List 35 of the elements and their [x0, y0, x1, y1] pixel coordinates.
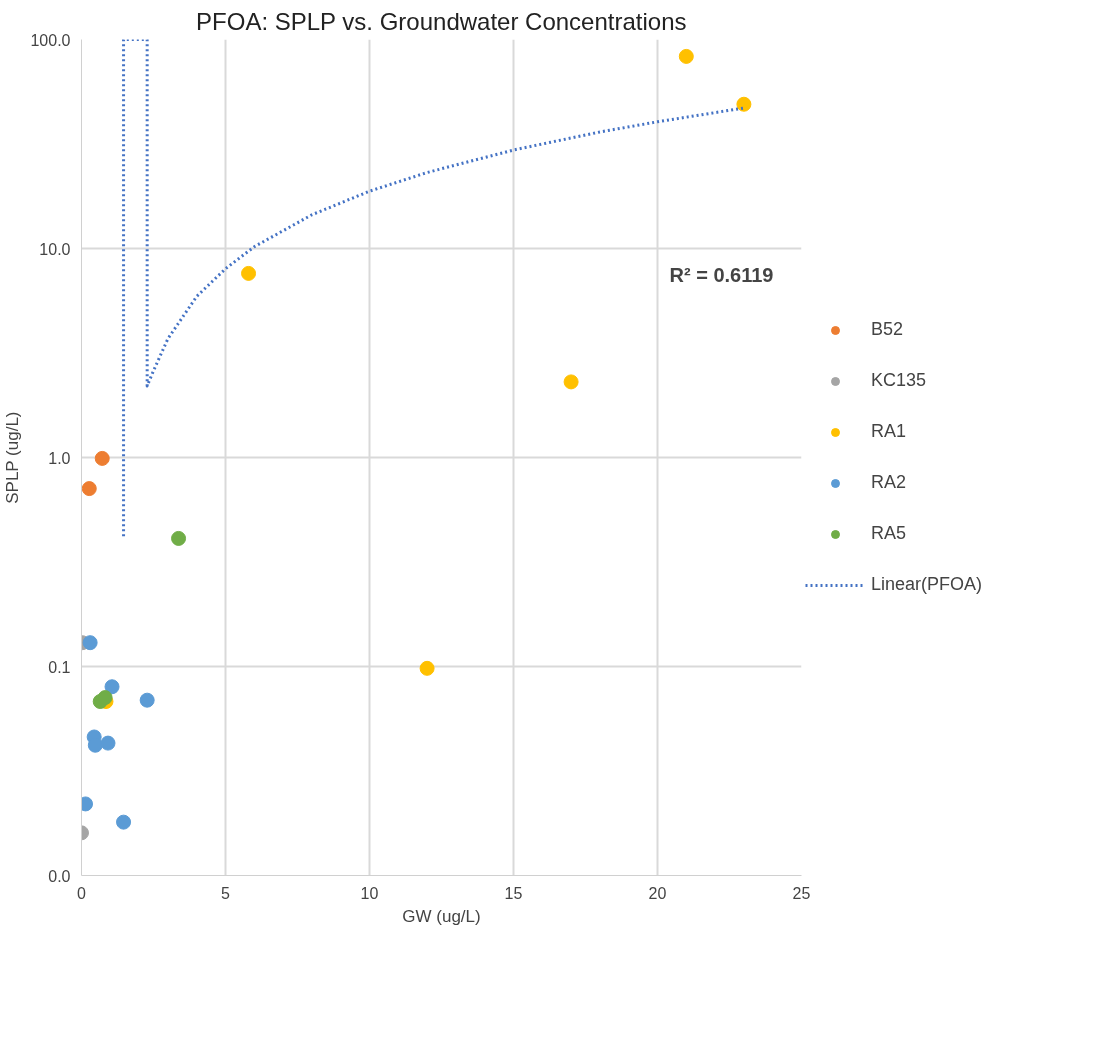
point [563, 374, 579, 390]
y-tick-label: 1.0 [48, 449, 71, 467]
point [241, 265, 257, 281]
y-tick-label: 0.0 [48, 867, 71, 885]
y-tick-label: 100.0 [30, 31, 71, 49]
point [139, 692, 155, 708]
point [82, 635, 98, 651]
annotation: R² = 0.6119 [669, 263, 774, 286]
point [100, 735, 116, 751]
legend-label: RA2 [871, 472, 907, 493]
x-tick-label: 20 [648, 884, 667, 902]
point [736, 96, 752, 112]
x-tick-label: 15 [504, 884, 523, 902]
legend-label: RA5 [871, 523, 907, 544]
x-tick-label: 0 [77, 884, 87, 902]
point [419, 660, 435, 676]
x-tick-label: 5 [221, 884, 231, 902]
x-tick-label: 25 [792, 884, 811, 902]
x-tick-label: 10 [360, 884, 379, 902]
legend-label: Linear(PFOA) [871, 574, 983, 595]
y-tick-label: 0.1 [48, 658, 71, 676]
chart-title: PFOA: SPLP vs. Groundwater Concentrations [196, 7, 687, 35]
point [171, 530, 187, 546]
point [97, 690, 113, 706]
legend-label: RA1 [871, 421, 907, 442]
x-axis-title: GW (ug/L) [402, 906, 481, 926]
y-tick-label: 10.0 [39, 240, 71, 258]
point [678, 48, 694, 64]
legend-label: B52 [871, 319, 904, 340]
y-axis-title: SPLP (ug/L) [3, 411, 23, 504]
point [94, 450, 110, 466]
legend-label: KC135 [871, 370, 927, 391]
point [116, 814, 132, 830]
point [81, 481, 97, 497]
point [104, 679, 120, 695]
